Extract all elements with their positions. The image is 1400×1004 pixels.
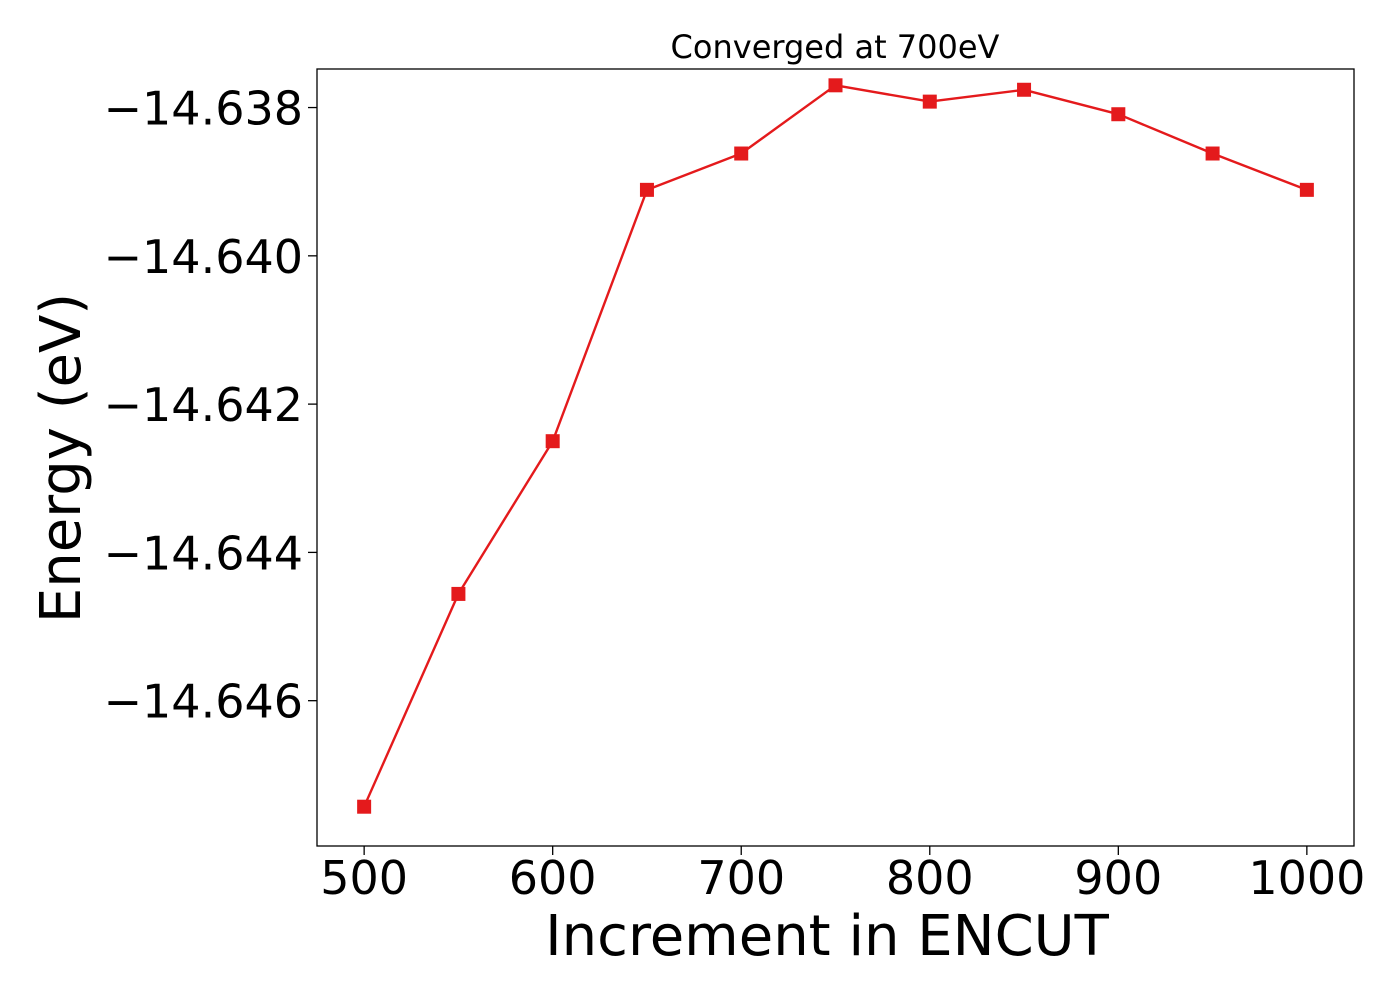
x-tick-label: 1000: [1248, 851, 1365, 905]
plot-frame: [316, 68, 1355, 847]
series-line: [363, 84, 1308, 808]
x-axis-ticks: 500 600 700 800 900 1000: [320, 846, 1365, 905]
y-tick-label: −14.638: [104, 82, 304, 136]
data-point-marker: [1299, 182, 1314, 197]
y-axis-label: Energy (eV): [29, 293, 94, 623]
data-point-marker: [545, 434, 560, 449]
data-point-marker: [1111, 107, 1126, 122]
x-tick-label: 800: [886, 851, 974, 905]
data-point-marker: [734, 146, 749, 161]
y-tick-label: −14.646: [104, 675, 304, 729]
x-axis-label: Increment in ENCUT: [545, 904, 1110, 969]
plot-area: [316, 68, 1355, 847]
chart-title: Converged at 700eV: [671, 28, 1000, 66]
y-tick-label: −14.644: [104, 526, 304, 580]
y-axis-ticks: −14.646 −14.644 −14.642 −14.640 −14.638: [104, 82, 317, 729]
x-tick-label: 600: [509, 851, 597, 905]
data-point-marker: [828, 78, 843, 93]
data-point-marker: [357, 799, 372, 814]
x-tick-label: 700: [697, 851, 785, 905]
x-tick-label: 900: [1074, 851, 1162, 905]
series-layer: [357, 78, 1314, 814]
data-point-marker: [451, 586, 466, 601]
x-tick-label: 500: [320, 851, 408, 905]
y-tick-label: −14.640: [104, 230, 304, 284]
data-point-marker: [639, 182, 654, 197]
y-tick-label: −14.642: [104, 378, 304, 432]
data-point-marker: [1017, 82, 1032, 97]
data-point-marker: [1205, 146, 1220, 161]
data-point-marker: [922, 94, 937, 109]
